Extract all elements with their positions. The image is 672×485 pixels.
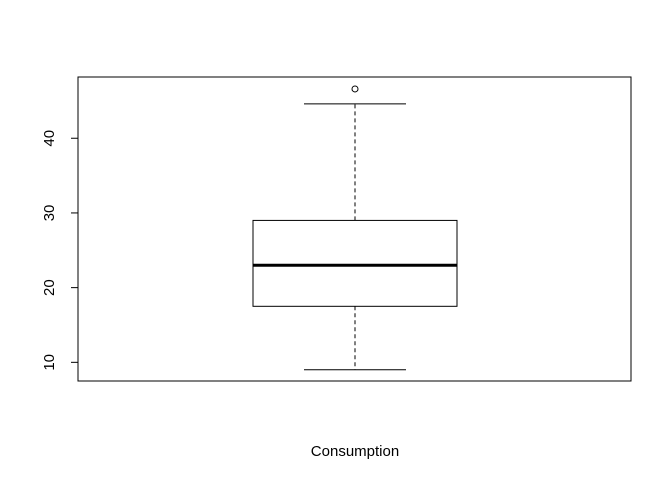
outlier-point bbox=[351, 85, 359, 93]
y-tick-label-20: 20 bbox=[41, 279, 58, 296]
y-axis: 10 20 30 40 bbox=[41, 130, 79, 371]
y-tick-label-10: 10 bbox=[41, 354, 58, 371]
y-tick-label-30: 30 bbox=[41, 205, 58, 222]
x-axis-label: Consumption bbox=[311, 443, 399, 460]
y-tick-label-40: 40 bbox=[41, 130, 58, 147]
iqr-box bbox=[252, 219, 458, 307]
box-layer bbox=[252, 85, 458, 371]
